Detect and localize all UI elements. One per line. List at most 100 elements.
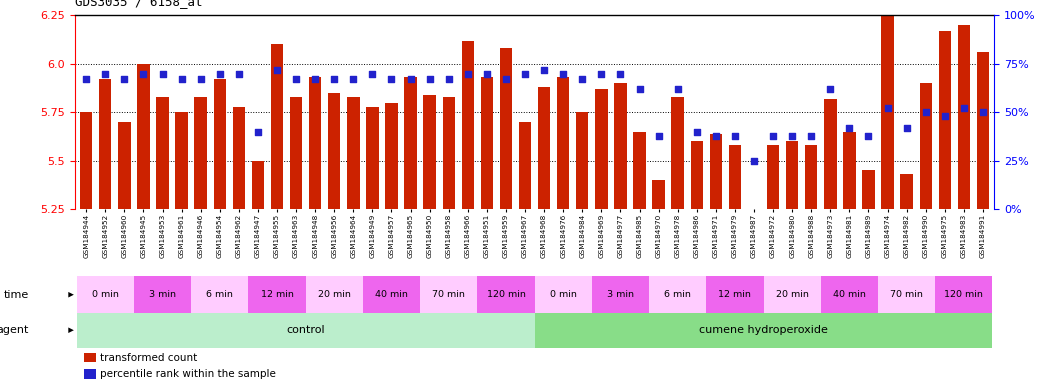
Point: [383, 76, 400, 83]
Text: 6 min: 6 min: [207, 290, 234, 299]
Point: [879, 105, 896, 111]
Bar: [366, 106, 379, 209]
Bar: [557, 78, 570, 209]
Bar: [328, 93, 340, 209]
Point: [326, 76, 343, 83]
Bar: [442, 97, 455, 209]
Bar: [920, 83, 932, 209]
Point: [517, 71, 534, 77]
Point: [803, 132, 820, 139]
Bar: [595, 89, 607, 209]
Text: 20 min: 20 min: [318, 290, 351, 299]
Bar: [938, 31, 951, 209]
Point: [135, 71, 152, 77]
Bar: [538, 87, 550, 209]
Bar: [481, 78, 493, 209]
Point: [784, 132, 800, 139]
Bar: [191, 276, 248, 313]
Bar: [690, 141, 703, 209]
Bar: [137, 64, 149, 209]
Bar: [77, 313, 535, 348]
Point: [861, 132, 877, 139]
Bar: [214, 79, 226, 209]
Bar: [305, 276, 363, 313]
Point: [230, 71, 247, 77]
Bar: [535, 313, 992, 348]
Point: [307, 76, 324, 83]
Bar: [821, 276, 878, 313]
Bar: [710, 134, 722, 209]
Bar: [134, 276, 191, 313]
Point: [97, 71, 113, 77]
Point: [192, 76, 209, 83]
Text: 3 min: 3 min: [149, 290, 176, 299]
Point: [650, 132, 666, 139]
Bar: [157, 97, 169, 209]
Bar: [84, 353, 95, 362]
Bar: [878, 276, 935, 313]
Point: [841, 125, 857, 131]
Text: GDS3035 / 6158_at: GDS3035 / 6158_at: [75, 0, 202, 8]
Point: [536, 66, 552, 73]
Bar: [706, 276, 764, 313]
Bar: [863, 170, 875, 209]
Point: [631, 86, 648, 92]
Bar: [653, 180, 664, 209]
Text: 6 min: 6 min: [664, 290, 691, 299]
Bar: [535, 276, 592, 313]
Text: 20 min: 20 min: [775, 290, 809, 299]
Bar: [767, 145, 780, 209]
Point: [78, 76, 94, 83]
Point: [364, 71, 381, 77]
Bar: [271, 45, 283, 209]
Point: [745, 158, 762, 164]
Text: 3 min: 3 min: [607, 290, 634, 299]
Point: [421, 76, 438, 83]
Point: [288, 76, 304, 83]
Bar: [672, 97, 684, 209]
Text: time: time: [4, 290, 29, 300]
Point: [612, 71, 629, 77]
Bar: [251, 161, 264, 209]
Point: [497, 76, 514, 83]
Text: cumene hydroperoxide: cumene hydroperoxide: [700, 325, 828, 335]
Bar: [649, 276, 706, 313]
Bar: [977, 52, 989, 209]
Bar: [499, 48, 512, 209]
Text: control: control: [286, 325, 325, 335]
Point: [403, 76, 419, 83]
Point: [460, 71, 476, 77]
Bar: [881, 13, 894, 209]
Text: percentile rank within the sample: percentile rank within the sample: [101, 369, 276, 379]
Text: 12 min: 12 min: [261, 290, 294, 299]
Point: [574, 76, 591, 83]
Bar: [935, 276, 992, 313]
Text: agent: agent: [0, 325, 29, 335]
Bar: [519, 122, 531, 209]
Point: [249, 129, 266, 135]
Text: 120 min: 120 min: [945, 290, 983, 299]
Point: [155, 71, 171, 77]
Bar: [385, 103, 398, 209]
Point: [173, 76, 190, 83]
Bar: [633, 132, 646, 209]
Bar: [233, 106, 245, 209]
Point: [822, 86, 839, 92]
Bar: [248, 276, 305, 313]
Bar: [84, 369, 95, 379]
Bar: [175, 113, 188, 209]
Bar: [729, 145, 741, 209]
Text: 70 min: 70 min: [432, 290, 465, 299]
Point: [708, 132, 725, 139]
Bar: [824, 99, 837, 209]
Point: [555, 71, 572, 77]
Point: [898, 125, 914, 131]
Bar: [805, 145, 818, 209]
Point: [212, 71, 228, 77]
Point: [345, 76, 361, 83]
Point: [727, 132, 743, 139]
Text: 12 min: 12 min: [718, 290, 752, 299]
Text: 0 min: 0 min: [550, 290, 577, 299]
Bar: [420, 276, 477, 313]
Point: [116, 76, 133, 83]
